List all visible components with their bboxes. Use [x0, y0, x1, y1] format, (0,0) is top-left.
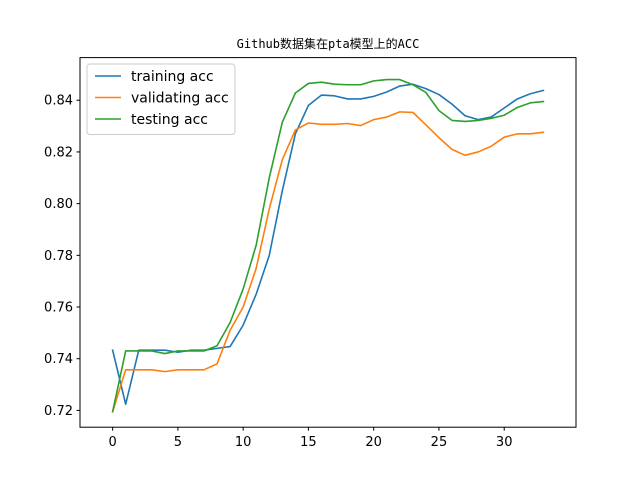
- x-axis: 0 5 10 15 20 25 30: [108, 427, 512, 450]
- legend-box: [86, 63, 236, 135]
- chart-title: Github数据集在pta模型上的ACC: [237, 36, 420, 51]
- legend-label: testing acc: [131, 112, 208, 128]
- y-tick-label: 0.78: [44, 249, 73, 264]
- y-tick-label: 0.72: [44, 404, 73, 419]
- series-layer: [111, 78, 545, 413]
- y-tick-label: 0.82: [44, 145, 73, 160]
- y-tick-label: 0.84: [44, 94, 73, 109]
- x-tick-label: 20: [365, 435, 382, 450]
- legend-label: training acc: [131, 69, 214, 85]
- x-tick-label: 15: [300, 435, 317, 450]
- y-tick-label: 0.76: [44, 301, 73, 316]
- y-tick-label: 0.80: [44, 197, 73, 212]
- x-tick-label: 30: [496, 435, 513, 450]
- legend: training acc validating acc testing acc: [86, 63, 236, 135]
- series-line-3: [111, 78, 545, 413]
- x-tick-label: 25: [431, 435, 448, 450]
- plot-area-frame: [79, 57, 577, 428]
- x-tick-label: 10: [235, 435, 252, 450]
- y-tick-label: 0.74: [44, 352, 73, 367]
- series-line-2: [111, 111, 545, 413]
- legend-label: validating acc: [131, 91, 229, 107]
- y-axis: 0.72 0.74 0.76 0.78 0.80 0.82 0.84: [44, 94, 80, 419]
- x-tick-label: 0: [108, 435, 116, 450]
- x-tick-label: 5: [174, 435, 182, 450]
